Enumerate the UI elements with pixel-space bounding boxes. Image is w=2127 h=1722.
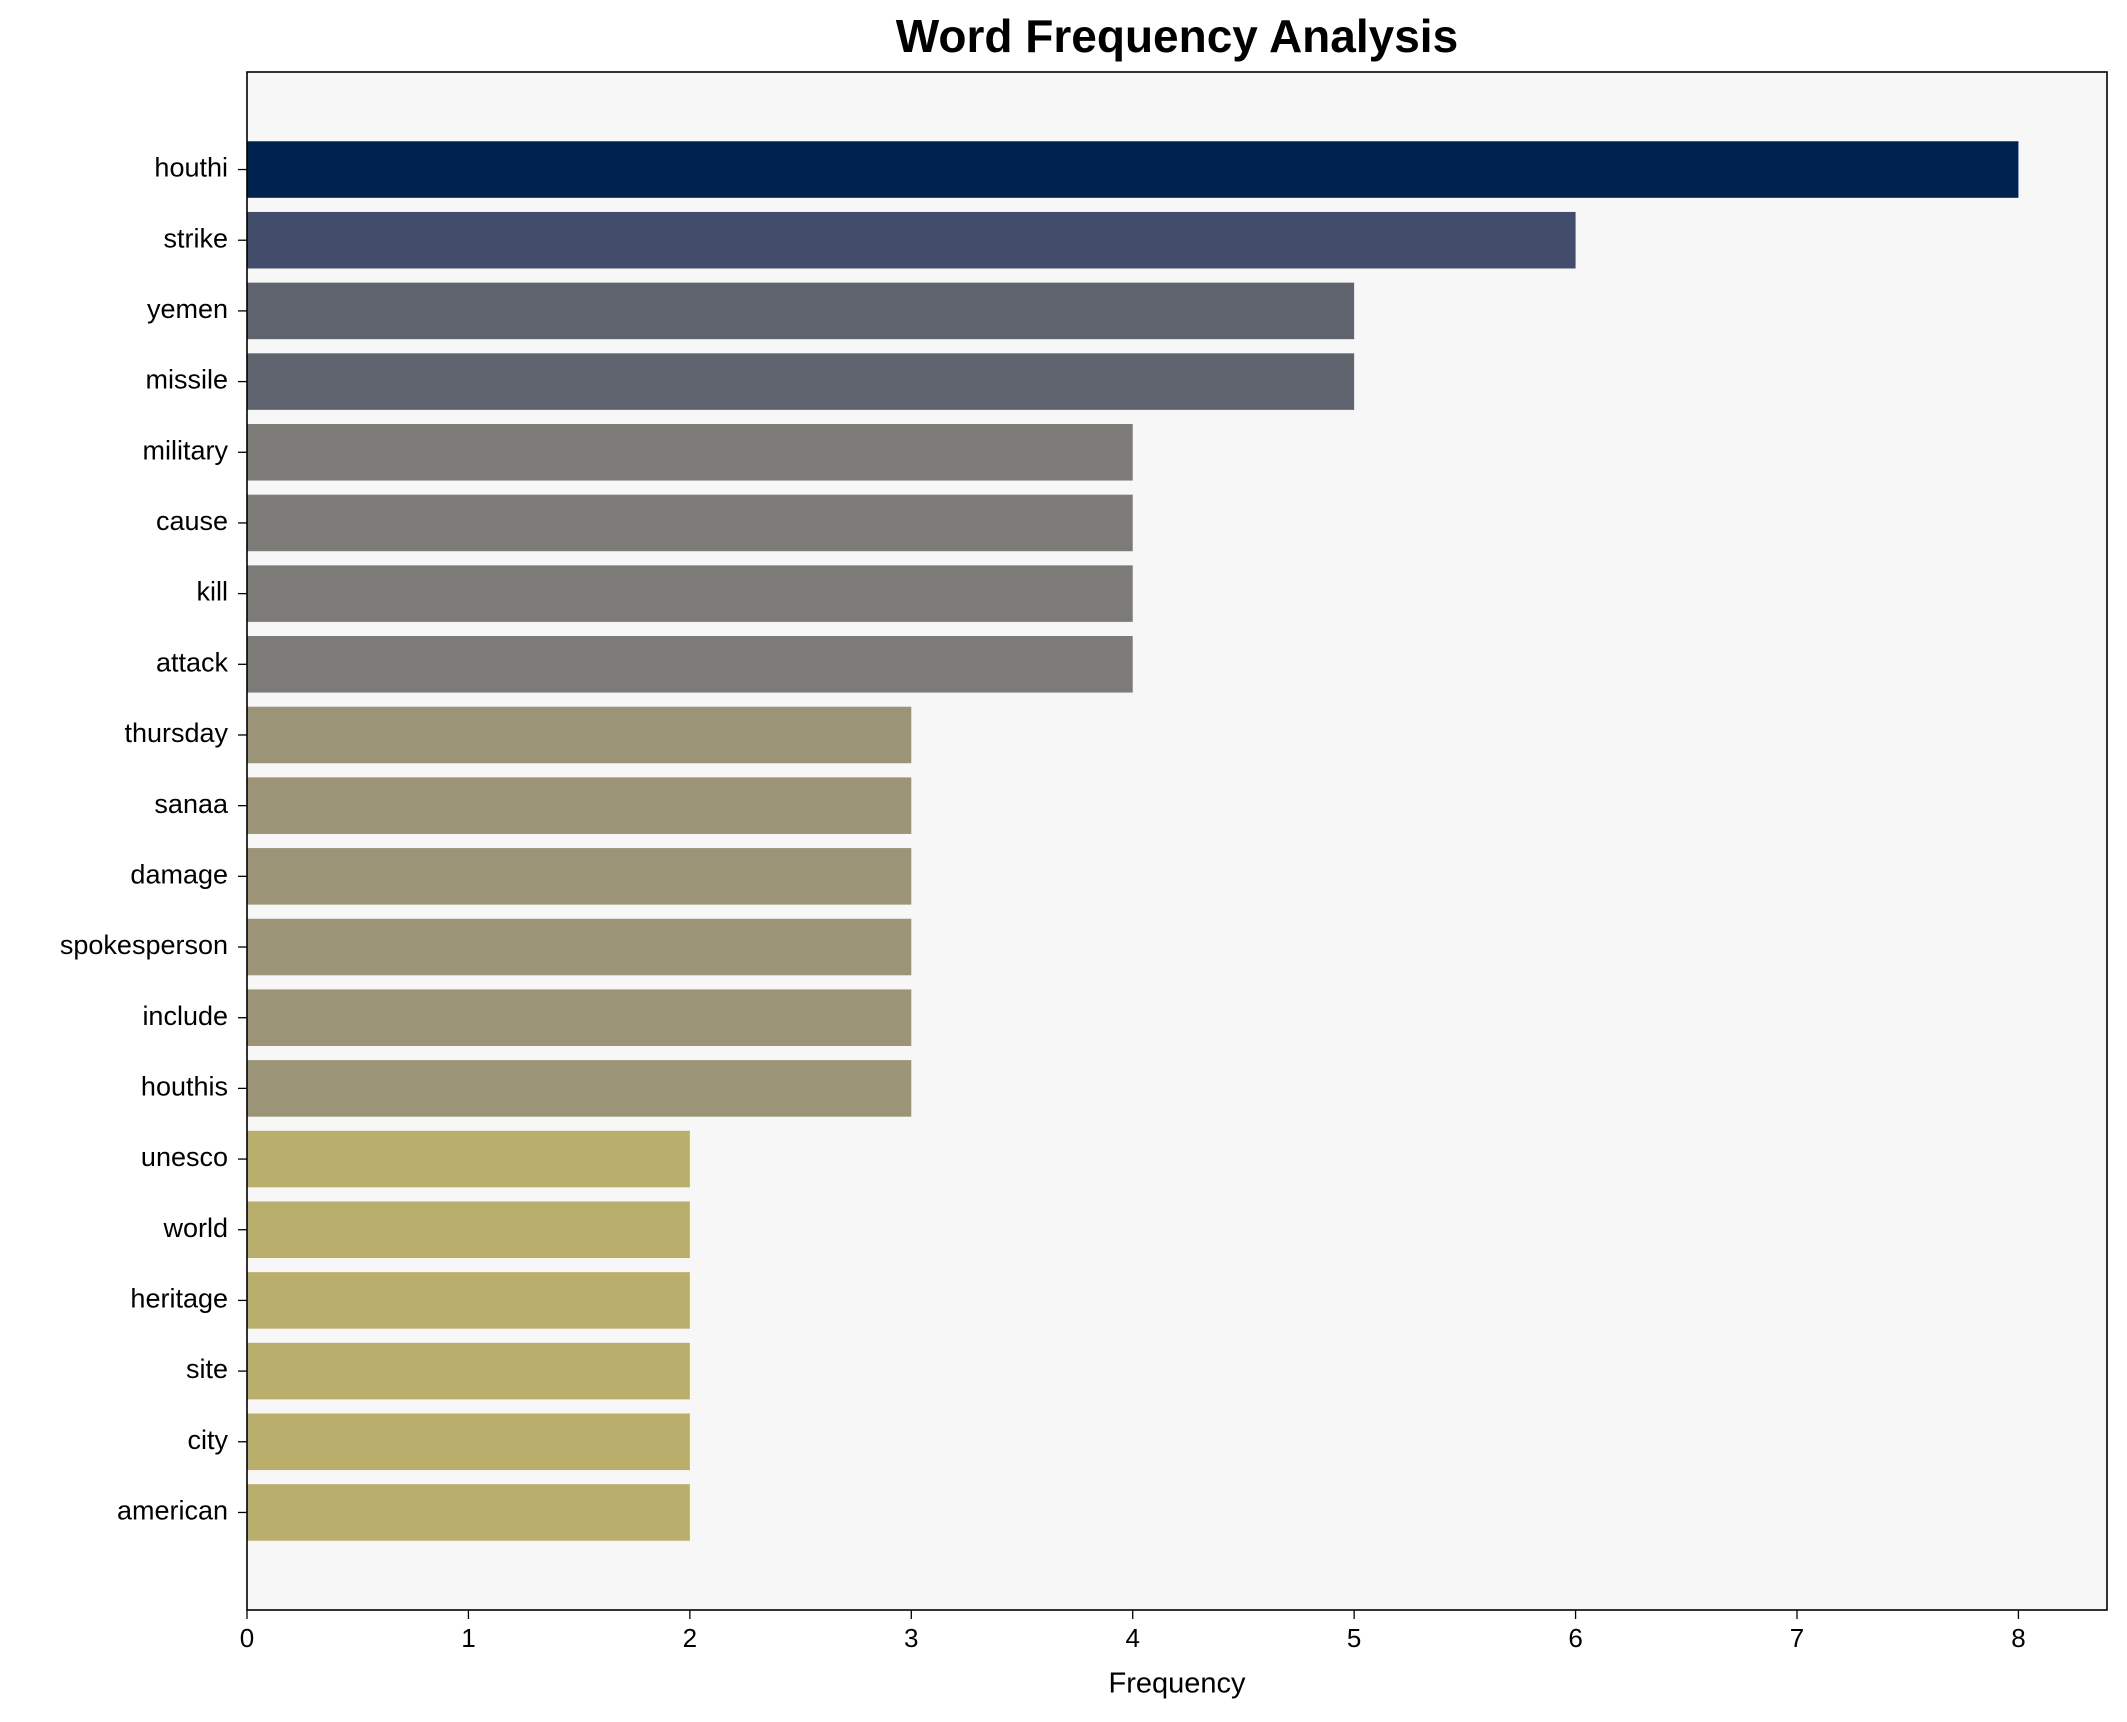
- y-tick-label: american: [117, 1496, 228, 1526]
- y-tick-label: houthi: [154, 153, 228, 183]
- y-tick-label: heritage: [130, 1284, 228, 1314]
- plot-frame: [246, 71, 2108, 1611]
- bar: [247, 1272, 690, 1329]
- y-tick-label: site: [186, 1354, 228, 1384]
- y-tick-label: cause: [156, 506, 228, 536]
- y-tick-label: city: [188, 1425, 229, 1455]
- x-tick-label: 1: [461, 1623, 475, 1653]
- bar: [247, 494, 1133, 552]
- x-tick-label: 3: [904, 1623, 918, 1653]
- bar: [247, 918, 912, 976]
- y-tick-label: strike: [163, 223, 228, 253]
- bar: [247, 282, 1355, 340]
- y-tick-label: unesco: [141, 1142, 228, 1172]
- bar: [247, 1413, 690, 1471]
- y-tick-label: houthis: [141, 1072, 228, 1102]
- y-tick-label: spokesperson: [60, 930, 228, 960]
- chart-title: Word Frequency Analysis: [896, 10, 1458, 62]
- y-tick-label: yemen: [147, 294, 228, 324]
- x-tick-label: 0: [240, 1623, 254, 1653]
- bar: [247, 423, 1133, 481]
- y-tick-label: kill: [197, 577, 229, 607]
- bar: [247, 848, 912, 905]
- bar: [247, 565, 1133, 622]
- x-tick-label: 7: [1790, 1623, 1804, 1653]
- x-tick-label: 5: [1347, 1623, 1361, 1653]
- x-tick-label: 2: [683, 1623, 697, 1653]
- y-tick-label: sanaa: [154, 789, 229, 819]
- bar: [247, 353, 1355, 410]
- y-tick-label: military: [143, 435, 229, 465]
- bar: [247, 706, 912, 764]
- x-tick-label: 4: [1125, 1623, 1139, 1653]
- y-tick-label: world: [162, 1213, 228, 1243]
- bar: [247, 636, 1133, 693]
- x-tick-label: 8: [2011, 1623, 2025, 1653]
- bar: [247, 211, 1576, 269]
- y-tick-label: thursday: [124, 718, 228, 748]
- x-tick-label: 6: [1568, 1623, 1582, 1653]
- bar: [247, 1342, 690, 1400]
- bar: [247, 1060, 912, 1117]
- bar: [247, 989, 912, 1046]
- y-tick-label: attack: [156, 647, 229, 677]
- y-tick-label: include: [142, 1001, 228, 1031]
- y-tick-label: missile: [145, 365, 228, 395]
- bar: [247, 1130, 690, 1188]
- y-tick-label: damage: [130, 859, 228, 889]
- bar: [247, 141, 2019, 198]
- bar: [247, 1201, 690, 1259]
- x-axis-label: Frequency: [1108, 1668, 1246, 1700]
- bar: [247, 777, 912, 834]
- bar: [247, 1484, 690, 1541]
